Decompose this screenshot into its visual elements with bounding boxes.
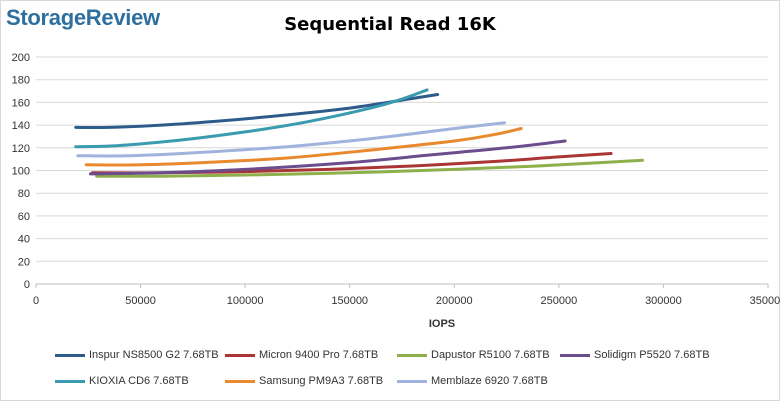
y-tick-label: 80 <box>18 188 30 200</box>
y-tick-label: 100 <box>12 166 30 178</box>
x-tick-label: 150000 <box>331 295 368 307</box>
legend-label: Memblaze 6920 7.68TB <box>431 375 548 387</box>
y-tick-label: 160 <box>12 97 30 109</box>
storagereview-logo: StorageReview <box>6 5 160 30</box>
legend-swatch <box>225 353 255 357</box>
legend-swatch <box>225 379 255 383</box>
y-tick-label: 180 <box>12 75 30 87</box>
legend-item: Micron 9400 Pro 7.68TB <box>225 347 378 363</box>
legend-label: Inspur NS8500 G2 7.68TB <box>89 349 219 361</box>
series-line-3 <box>88 139 567 176</box>
y-tick-label: 40 <box>18 234 30 246</box>
legend-item: Inspur NS8500 G2 7.68TB <box>55 347 219 363</box>
legend-label: Micron 9400 Pro 7.68TB <box>259 349 379 361</box>
legend-swatch <box>397 353 427 357</box>
y-tick-label: 60 <box>18 211 30 223</box>
legend-item: Samsung PM9A3 7.68TB <box>225 373 383 389</box>
chart-title: Sequential Read 16K <box>284 14 496 35</box>
x-tick-label: 50000 <box>125 295 156 307</box>
y-tick-label: 120 <box>12 143 30 155</box>
legend-label: Dapustor R5100 7.68TB <box>431 349 550 361</box>
x-tick-label: 200000 <box>436 295 473 307</box>
series-line-4 <box>74 88 429 149</box>
legend-item: Dapustor R5100 7.68TB <box>397 347 550 363</box>
legend-item: KIOXIA CD6 7.68TB <box>55 373 189 389</box>
x-axis-title: IOPS <box>429 318 455 330</box>
x-tick-label: 0 <box>33 295 39 307</box>
legend-label: Samsung PM9A3 7.68TB <box>259 375 384 387</box>
data-series <box>74 88 644 178</box>
legend-swatch <box>560 353 590 357</box>
x-tick-label: 300000 <box>645 295 682 307</box>
x-axis-ticks: 0 50000 100000 150000 200000 250000 300000 3500… <box>33 284 780 307</box>
legend-item: Memblaze 6920 7.68TB <box>397 373 548 389</box>
legend-label: KIOXIA CD6 7.68TB <box>89 375 189 387</box>
y-tick-label: 20 <box>18 256 30 268</box>
legend-swatch <box>55 353 85 357</box>
x-tick-label: 350000 <box>750 295 780 307</box>
legend-swatch <box>55 379 85 383</box>
legend-label: Solidigm P5520 7.68TB <box>594 349 710 361</box>
series-line-5 <box>84 127 523 167</box>
legend-item: Solidigm P5520 7.68TB <box>560 347 710 363</box>
series-line-6 <box>76 121 506 158</box>
legend-swatch <box>397 379 427 383</box>
y-tick-label: 0 <box>24 279 30 291</box>
y-tick-label: 140 <box>12 120 30 132</box>
x-tick-label: 250000 <box>540 295 577 307</box>
series-line-0 <box>74 93 440 130</box>
y-tick-label: 200 <box>12 52 30 64</box>
y-axis-ticks: 0 20 40 60 80 100 120 140 160 180 200 <box>12 52 30 291</box>
series-line-2 <box>95 158 644 178</box>
x-tick-label: 100000 <box>227 295 264 307</box>
